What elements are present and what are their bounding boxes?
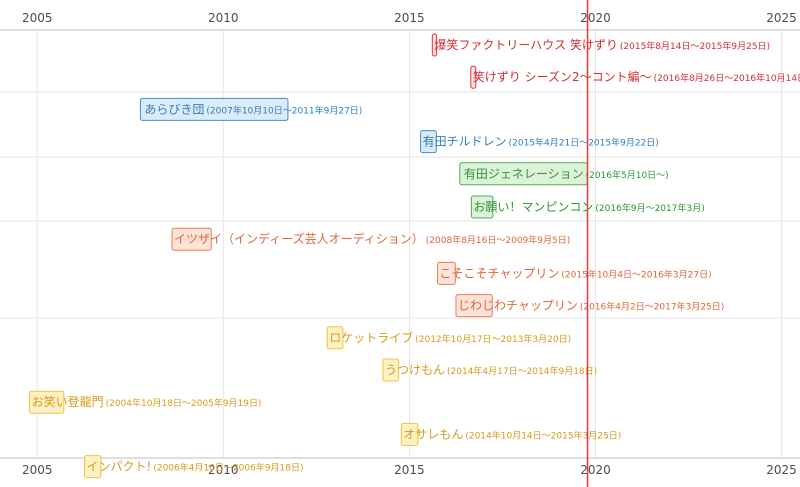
item-title: 有田チルドレン xyxy=(423,135,507,149)
item-title: 爆笑ファクトリーハウス 笑けずり xyxy=(434,37,618,52)
timeline-item[interactable]: あらびき団 (2007年10月10日〜2011年9月27日) xyxy=(139,97,362,121)
item-period: (2015年4月21日〜2015年9月22日) xyxy=(509,137,659,149)
timeline-item[interactable]: インパクト! (2006年4月10日〜2006年9月18日) xyxy=(84,455,304,479)
timeline-bar[interactable] xyxy=(455,294,493,318)
top-axis-tick-label: 2005 xyxy=(22,11,53,25)
timeline-item[interactable]: ロケットライブ (2012年10月17日〜2013年3月20日) xyxy=(326,326,571,350)
item-title: 有田ジェネレーション xyxy=(464,167,584,181)
item-title: ロケットライブ xyxy=(329,330,413,345)
bottom-axis-tick-label: 2015 xyxy=(394,463,425,477)
timeline-item-label: 爆笑ファクトリーハウス 笑けずり (2015年8月14日〜2015年9月25日) xyxy=(434,37,770,52)
item-period: (2015年10月4日〜2016年3月27日) xyxy=(561,268,711,280)
timeline-item-label: お願い！マンピンコン (2016年9月〜2017年3月) xyxy=(473,200,704,214)
item-period: (2004年10月18日〜2005年9月19日) xyxy=(106,397,262,409)
timeline-item[interactable]: お願い！マンピンコン (2016年9月〜2017年3月) xyxy=(470,195,705,219)
timeline-items: 爆笑ファクトリーハウス 笑けずり (2015年8月14日〜2015年9月25日) 笑… xyxy=(29,33,800,479)
timeline-bar[interactable] xyxy=(431,33,438,57)
timeline-item-label: こそこそチャップリン (2015年10月4日〜2016年3月27日) xyxy=(440,266,712,280)
item-title: 笑けずり シーズン2〜コント編〜 xyxy=(473,69,652,84)
item-title: お願い！マンピンコン xyxy=(473,200,593,214)
timeline-item-label: じわじわチャップリン (2016年4月2日〜2017年3月25日) xyxy=(458,299,724,313)
timeline-bar[interactable] xyxy=(139,97,289,121)
item-period: (2012年10月17日〜2013年3月20日) xyxy=(415,333,571,345)
item-title: こそこそチャップリン xyxy=(440,266,560,280)
timeline-item-label: あらびき団 (2007年10月10日〜2011年9月27日) xyxy=(144,102,362,116)
item-period: (2007年10月10日〜2011年9月27日) xyxy=(206,104,362,116)
timeline-bar[interactable] xyxy=(326,326,344,350)
bottom-axis-tick-label: 2005 xyxy=(22,463,53,477)
top-axis-tick-label: 2025 xyxy=(766,11,797,25)
timeline-item-label: 有田チルドレン (2015年4月21日〜2015年9月22日) xyxy=(423,135,659,149)
timeline-bar[interactable] xyxy=(382,358,400,382)
item-title: インパクト! xyxy=(87,460,152,474)
timeline-item-label: 有田ジェネレーション (2016年5月10日〜) xyxy=(464,167,669,181)
timeline-item-label: 笑けずり シーズン2〜コント編〜 (2016年8月26日〜2016年10月14日) xyxy=(473,69,800,84)
bottom-axis-tick-label: 2020 xyxy=(580,463,611,477)
item-title: お笑い登龍門 xyxy=(32,394,104,409)
item-period: (2015年8月14日〜2015年9月25日) xyxy=(620,40,770,52)
item-title: あらびき団 xyxy=(144,102,204,116)
timeline-item-label: イツザイ（インディーズ芸人オーディション） (2008年8月16日〜2009年9月… xyxy=(174,231,570,246)
item-period: (2006年4月10日〜2006年9月18日) xyxy=(153,462,303,474)
item-title: うつけもん xyxy=(385,363,445,377)
item-title: オサレもん xyxy=(403,427,463,441)
timeline-item-label: インパクト! (2006年4月10日〜2006年9月18日) xyxy=(87,460,304,474)
timeline-item[interactable]: うつけもん (2014年4月17日〜2014年9月18日) xyxy=(382,358,597,382)
top-axis-tick-label: 2020 xyxy=(580,11,611,25)
timeline-item[interactable]: オサレもん (2014年10月14日〜2015年3月25日) xyxy=(400,422,621,446)
timeline-bar[interactable] xyxy=(400,422,419,446)
timeline-item[interactable]: こそこそチャップリン (2015年10月4日〜2016年3月27日) xyxy=(437,261,712,285)
timeline-item-label: お笑い登龍門 (2004年10月18日〜2005年9月19日) xyxy=(32,394,262,409)
timeline-bar[interactable] xyxy=(171,227,212,251)
item-title: じわじわチャップリン xyxy=(458,299,578,313)
item-period: (2016年9月〜2017年3月) xyxy=(595,202,704,214)
timeline-bar[interactable] xyxy=(29,390,65,414)
top-axis-tick-label: 2010 xyxy=(208,11,239,25)
bottom-axis-tick-label: 2025 xyxy=(766,463,797,477)
timeline-item[interactable]: じわじわチャップリン (2016年4月2日〜2017年3月25日) xyxy=(455,294,724,318)
timeline-bar[interactable] xyxy=(437,261,456,285)
item-period: (2008年8月16日〜2009年9月5日) xyxy=(426,234,570,246)
timeline-bar[interactable] xyxy=(470,65,477,89)
timeline-item[interactable]: イツザイ（インディーズ芸人オーディション） (2008年8月16日〜2009年9月… xyxy=(171,227,570,251)
timeline-item[interactable]: 有田チルドレン (2015年4月21日〜2015年9月22日) xyxy=(420,130,659,154)
item-title: イツザイ（インディーズ芸人オーディション） xyxy=(174,231,424,246)
item-period: (2014年10月14日〜2015年3月25日) xyxy=(465,429,621,441)
timeline-item[interactable]: お笑い登龍門 (2004年10月18日〜2005年9月19日) xyxy=(29,390,262,414)
item-period: (2016年5月10日〜) xyxy=(586,169,669,181)
item-period: (2016年8月26日〜2016年10月14日) xyxy=(654,72,800,84)
timeline-item[interactable]: 有田ジェネレーション (2016年5月10日〜) xyxy=(459,162,669,186)
timeline-item-label: ロケットライブ (2012年10月17日〜2013年3月20日) xyxy=(329,330,571,345)
item-period: (2016年4月2日〜2017年3月25日) xyxy=(580,301,724,313)
timeline-bar[interactable] xyxy=(84,455,102,479)
timeline-item[interactable]: 爆笑ファクトリーハウス 笑けずり (2015年8月14日〜2015年9月25日) xyxy=(431,33,770,57)
item-period: (2014年4月17日〜2014年9月18日) xyxy=(447,365,597,377)
timeline-item-label: うつけもん (2014年4月17日〜2014年9月18日) xyxy=(385,363,597,377)
timeline-item-label: オサレもん (2014年10月14日〜2015年3月25日) xyxy=(403,427,621,441)
timeline-item[interactable]: 笑けずり シーズン2〜コント編〜 (2016年8月26日〜2016年10月14日) xyxy=(470,65,800,89)
bottom-axis-tick-label: 2010 xyxy=(208,463,239,477)
timeline-bar[interactable] xyxy=(470,195,494,219)
top-axis-tick-label: 2015 xyxy=(394,11,425,25)
timeline-bar[interactable] xyxy=(420,130,437,154)
